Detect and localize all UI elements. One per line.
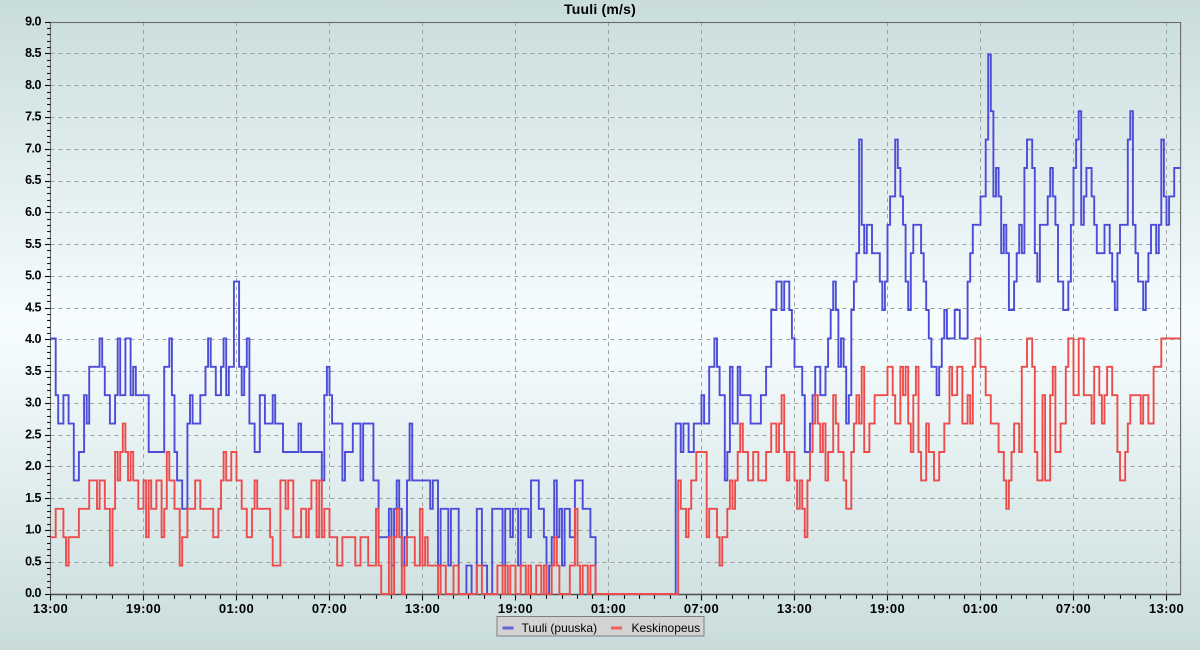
svg-text:8.5: 8.5: [25, 46, 41, 60]
svg-text:8.0: 8.0: [25, 78, 41, 92]
svg-text:Tuuli (puuska): Tuuli (puuska): [522, 621, 598, 635]
svg-text:2.0: 2.0: [25, 459, 41, 473]
svg-text:1.5: 1.5: [25, 491, 41, 505]
svg-text:6.5: 6.5: [25, 173, 41, 187]
svg-text:9.0: 9.0: [25, 14, 41, 28]
svg-text:1.0: 1.0: [25, 523, 41, 537]
svg-text:2.5: 2.5: [25, 427, 41, 441]
svg-text:07:00: 07:00: [1056, 601, 1091, 616]
svg-text:07:00: 07:00: [684, 601, 719, 616]
svg-text:5.5: 5.5: [25, 237, 41, 251]
svg-text:7.5: 7.5: [25, 110, 41, 124]
svg-text:19:00: 19:00: [870, 601, 905, 616]
svg-text:4.0: 4.0: [25, 332, 41, 346]
svg-text:01:00: 01:00: [591, 601, 626, 616]
svg-text:4.5: 4.5: [25, 300, 41, 314]
svg-text:13:00: 13:00: [1149, 601, 1184, 616]
svg-text:13:00: 13:00: [33, 601, 68, 616]
svg-text:Tuuli (m/s): Tuuli (m/s): [564, 1, 636, 17]
svg-text:3.5: 3.5: [25, 364, 41, 378]
svg-text:6.0: 6.0: [25, 205, 41, 219]
svg-text:0.5: 0.5: [25, 554, 41, 568]
svg-text:19:00: 19:00: [498, 601, 533, 616]
svg-text:19:00: 19:00: [126, 601, 161, 616]
svg-text:0.0: 0.0: [25, 586, 41, 600]
svg-text:07:00: 07:00: [312, 601, 347, 616]
svg-text:01:00: 01:00: [219, 601, 254, 616]
svg-text:7.0: 7.0: [25, 142, 41, 156]
svg-text:5.0: 5.0: [25, 269, 41, 283]
svg-text:13:00: 13:00: [405, 601, 440, 616]
svg-text:Keskinopeus: Keskinopeus: [632, 621, 701, 635]
svg-text:3.0: 3.0: [25, 396, 41, 410]
svg-text:01:00: 01:00: [963, 601, 998, 616]
svg-text:13:00: 13:00: [777, 601, 812, 616]
